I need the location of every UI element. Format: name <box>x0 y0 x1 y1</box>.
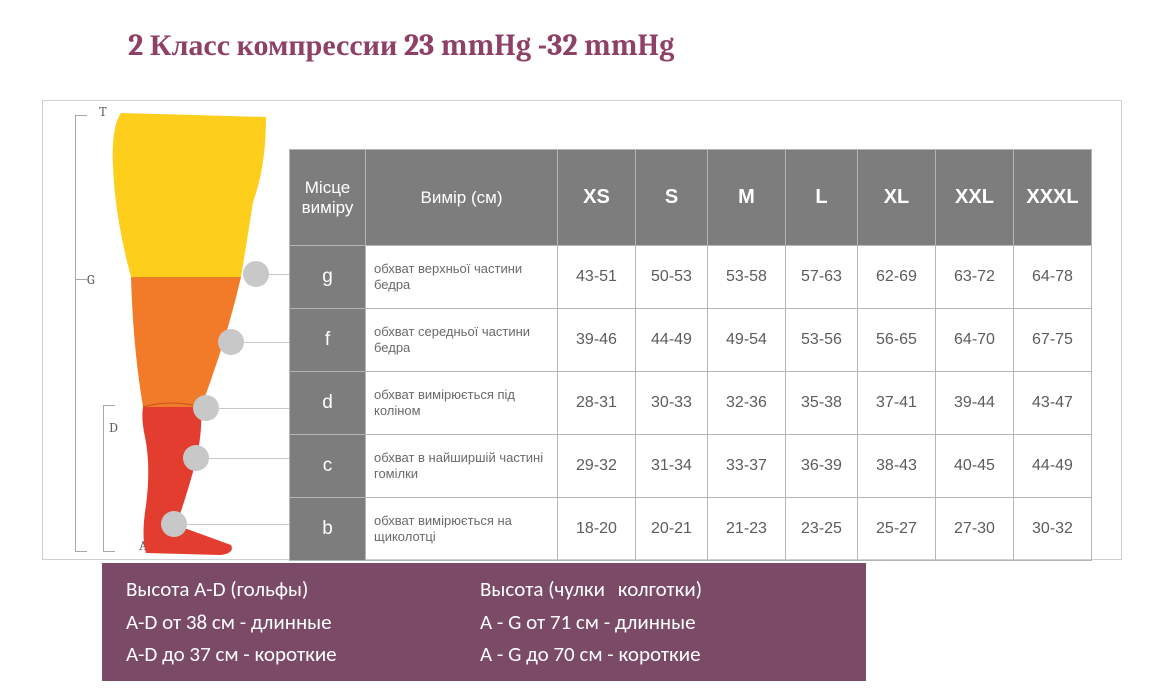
cell: 23-25 <box>786 498 858 561</box>
cell: 20-21 <box>636 498 708 561</box>
footer-line: A - G до 70 см - короткие <box>480 638 702 671</box>
cell: 36-39 <box>786 435 858 498</box>
measure-line <box>244 342 289 343</box>
col-size-xxxl: XXXL <box>1014 150 1092 246</box>
page-title: 2 Класс компрессии 23 mmHg -32 mmHg <box>128 28 674 63</box>
footer-col-ad: Высота A-D (гольфы) A-D от 38 см - длинн… <box>126 573 337 671</box>
cell: 32-36 <box>708 372 786 435</box>
row-desc: обхват середньої частини бедра <box>366 309 558 372</box>
row-desc: обхват верхньої частини бедра <box>366 246 558 309</box>
cell: 43-51 <box>558 246 636 309</box>
cell: 18-20 <box>558 498 636 561</box>
cell: 38-43 <box>858 435 936 498</box>
table-header-row: Місце виміру Вимір (см) XS S M L XL XXL … <box>290 150 1092 246</box>
cell: 67-75 <box>1014 309 1092 372</box>
col-size-xs: XS <box>558 150 636 246</box>
cell: 30-33 <box>636 372 708 435</box>
cell: 25-27 <box>858 498 936 561</box>
table-row: b обхват вимірюється на щиколотці 18-20 … <box>290 498 1092 561</box>
table-row: g обхват верхньої частини бедра 43-51 50… <box>290 246 1092 309</box>
cell: 63-72 <box>936 246 1014 309</box>
cell: 43-47 <box>1014 372 1092 435</box>
cell: 31-34 <box>636 435 708 498</box>
size-table: Місце виміру Вимір (см) XS S M L XL XXL … <box>289 149 1092 561</box>
cell: 28-31 <box>558 372 636 435</box>
row-label-b: b <box>290 498 366 561</box>
measure-dot-d <box>193 395 219 421</box>
row-label-d: d <box>290 372 366 435</box>
cell: 33-37 <box>708 435 786 498</box>
cell: 27-30 <box>936 498 1014 561</box>
cell: 29-32 <box>558 435 636 498</box>
measure-dot-c <box>183 445 209 471</box>
footer-col-ag: Высота (чулки колготки) A - G от 71 см -… <box>480 573 702 671</box>
row-label-c: c <box>290 435 366 498</box>
cell: 21-23 <box>708 498 786 561</box>
ruler-tick <box>75 551 87 552</box>
cell: 64-78 <box>1014 246 1092 309</box>
measure-dot-f <box>218 329 244 355</box>
table-row: c обхват в найширшій частині гомілки 29-… <box>290 435 1092 498</box>
measure-line <box>269 274 289 275</box>
row-desc: обхват вимірюється під коліном <box>366 372 558 435</box>
footer-line: Высота (чулки колготки) <box>480 573 702 606</box>
row-label-g: g <box>290 246 366 309</box>
cell: 37-41 <box>858 372 936 435</box>
table-row: d обхват вимірюється під коліном 28-31 3… <box>290 372 1092 435</box>
cell: 40-45 <box>936 435 1014 498</box>
cell: 39-44 <box>936 372 1014 435</box>
col-place: Місце виміру <box>290 150 366 246</box>
leg-diagram: T G D A <box>43 101 288 561</box>
measure-line <box>187 524 289 525</box>
cell: 53-56 <box>786 309 858 372</box>
cell: 64-70 <box>936 309 1014 372</box>
footer-text: колготки) <box>618 576 702 602</box>
leg-illustration <box>91 107 291 557</box>
cell: 50-53 <box>636 246 708 309</box>
cell: 57-63 <box>786 246 858 309</box>
measure-line <box>209 458 289 459</box>
row-desc: обхват в найширшій частині гомілки <box>366 435 558 498</box>
cell: 30-32 <box>1014 498 1092 561</box>
cell: 56-65 <box>858 309 936 372</box>
footer-line: A - G от 71 см - длинные <box>480 606 702 639</box>
measure-dot-b <box>161 511 187 537</box>
height-footer: Высота A-D (гольфы) A-D от 38 см - длинн… <box>102 563 866 681</box>
cell: 39-46 <box>558 309 636 372</box>
measure-dot-g <box>243 261 269 287</box>
cell: 35-38 <box>786 372 858 435</box>
col-size-xxl: XXL <box>936 150 1014 246</box>
ruler-tick <box>75 115 87 116</box>
ruler-line-tg <box>75 115 76 551</box>
cell: 53-58 <box>708 246 786 309</box>
col-size-m: M <box>708 150 786 246</box>
footer-line: A-D до 37 см - короткие <box>126 638 337 671</box>
footer-line: Высота A-D (гольфы) <box>126 573 337 606</box>
cell: 44-49 <box>636 309 708 372</box>
cell: 49-54 <box>708 309 786 372</box>
ruler-tick <box>75 279 87 280</box>
col-size-s: S <box>636 150 708 246</box>
cell: 44-49 <box>1014 435 1092 498</box>
footer-line: A-D от 38 см - длинные <box>126 606 337 639</box>
row-label-f: f <box>290 309 366 372</box>
cell: 62-69 <box>858 246 936 309</box>
table-row: f обхват середньої частини бедра 39-46 4… <box>290 309 1092 372</box>
col-size-l: L <box>786 150 858 246</box>
table-body: g обхват верхньої частини бедра 43-51 50… <box>290 246 1092 561</box>
row-desc: обхват вимірюється на щиколотці <box>366 498 558 561</box>
footer-text: Высота (чулки <box>480 576 605 602</box>
measure-line <box>219 408 289 409</box>
col-size-xl: XL <box>858 150 936 246</box>
col-measure: Вимір (см) <box>366 150 558 246</box>
sizing-chart: T G D A Місце виміру Вимір (см) <box>42 100 1122 560</box>
